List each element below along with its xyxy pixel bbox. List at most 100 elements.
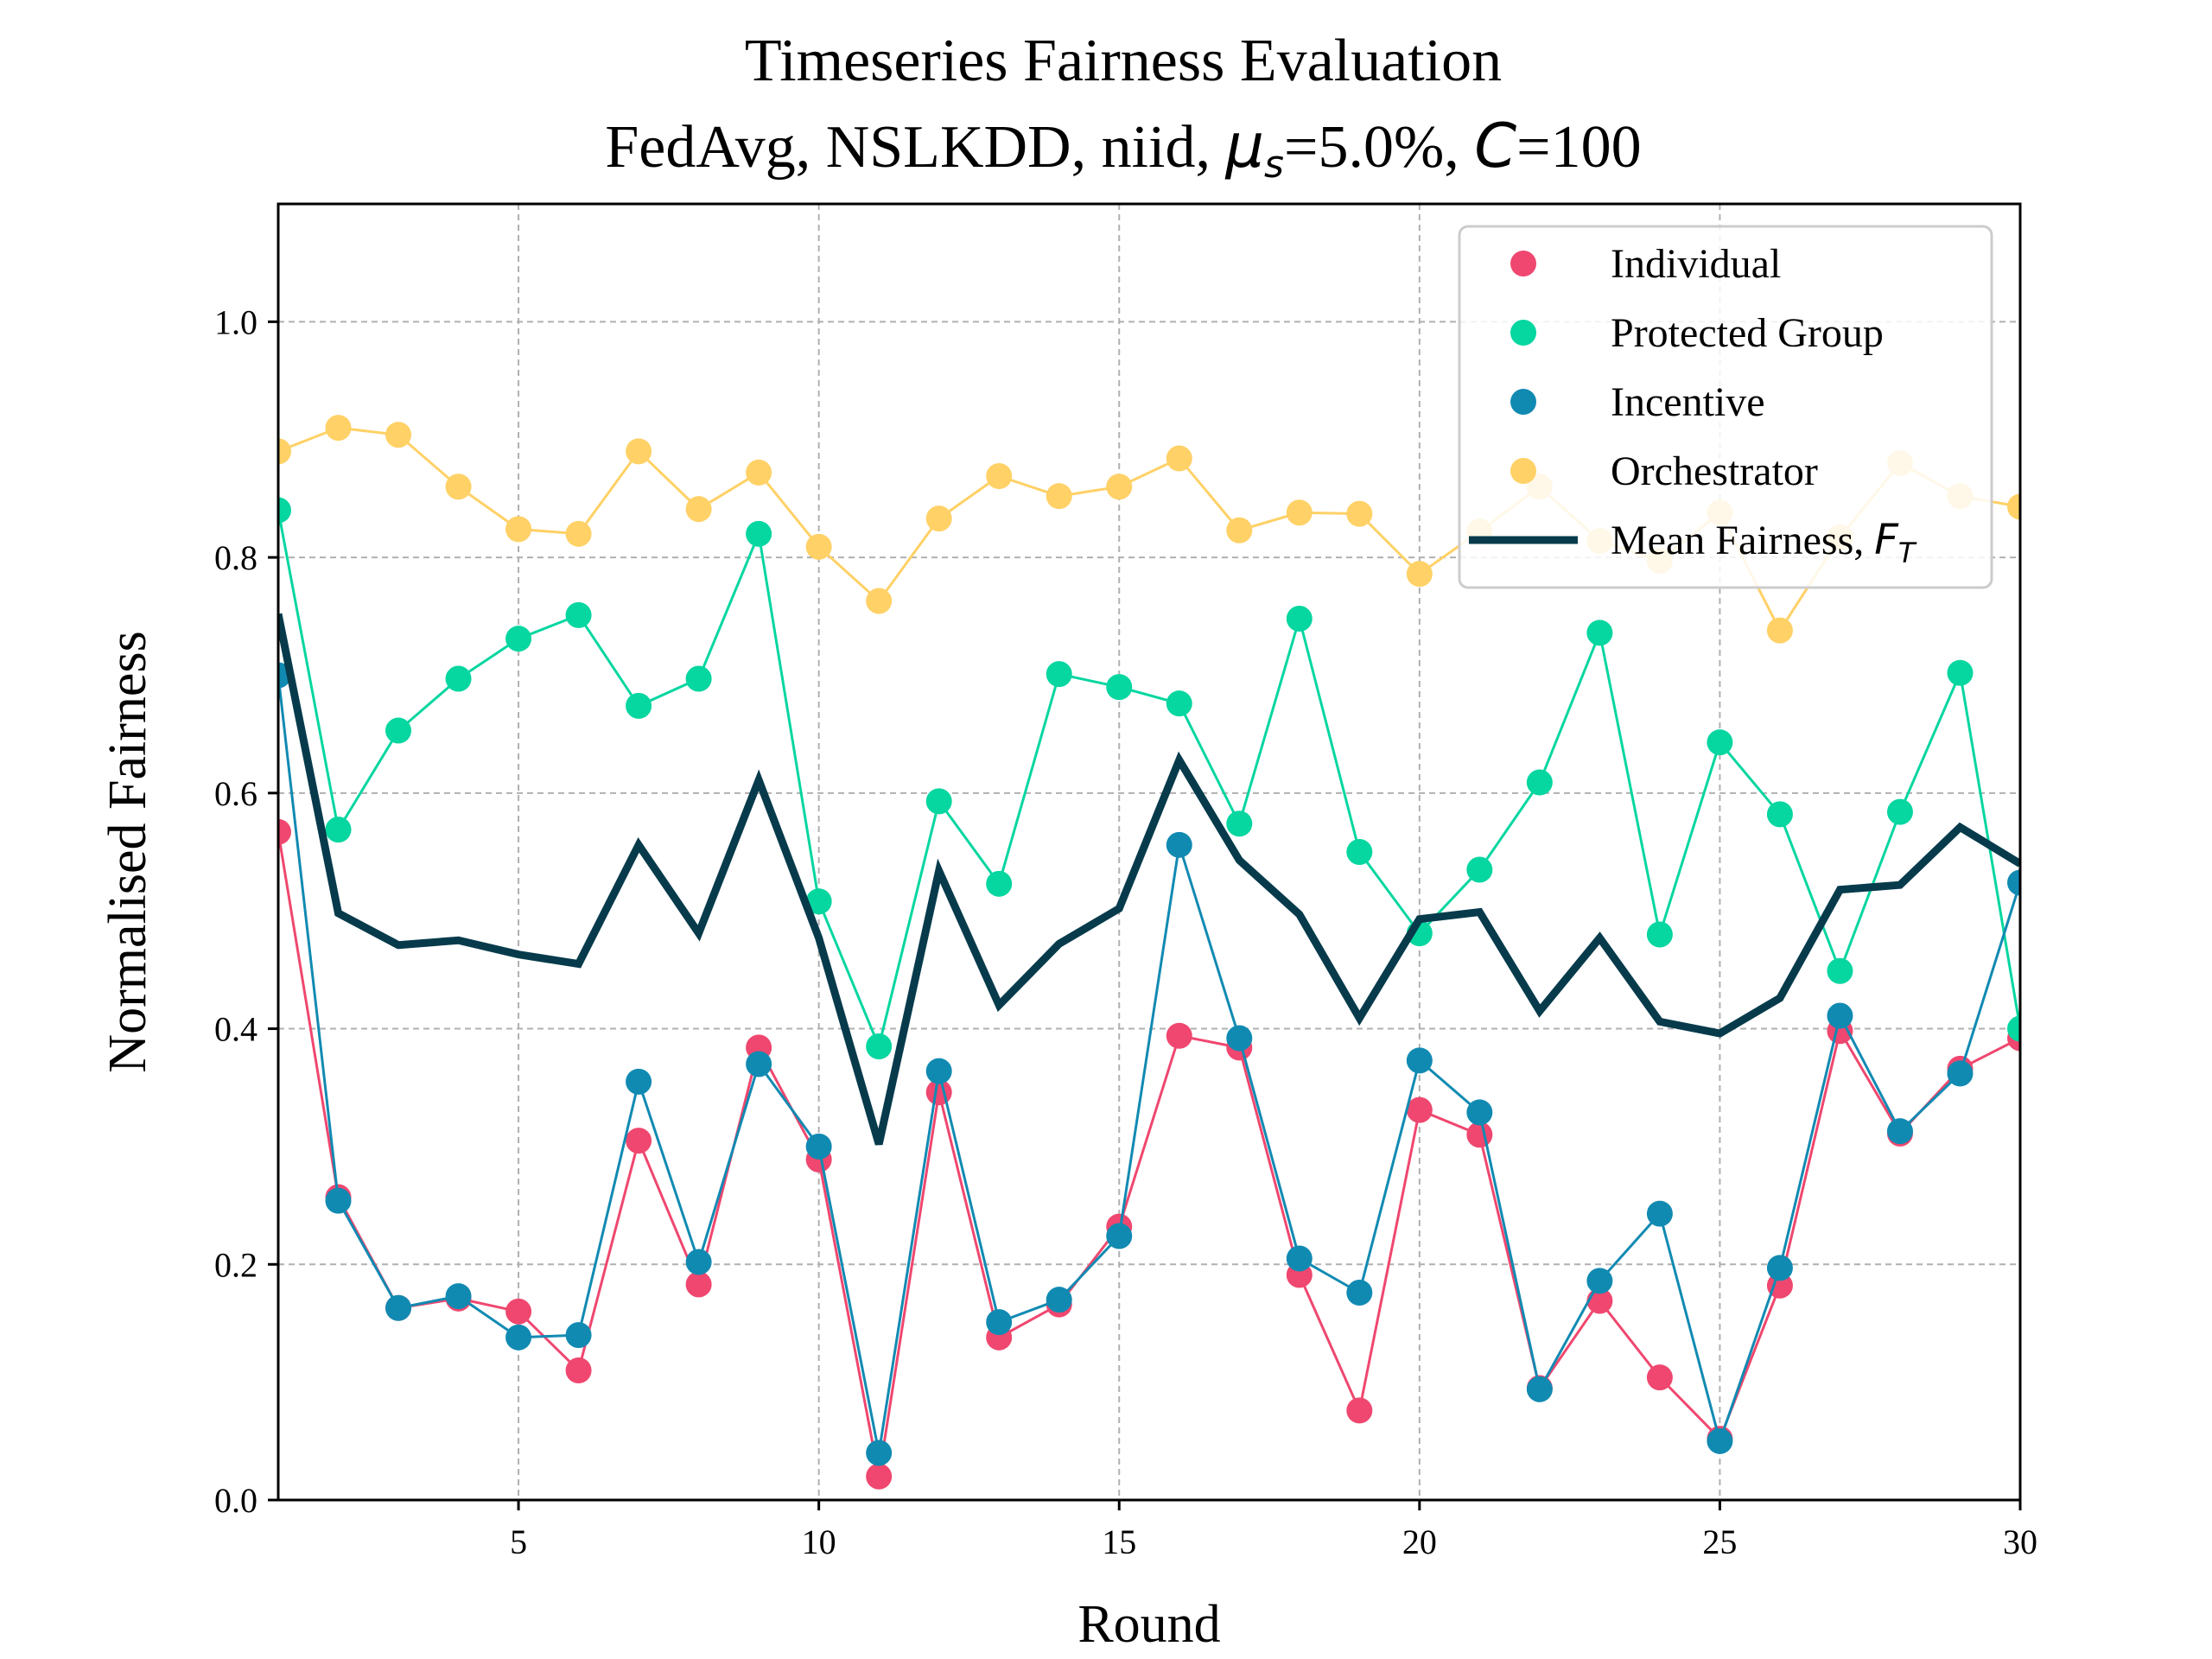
series-incentive xyxy=(278,662,2020,1466)
series-layer xyxy=(278,415,2020,1490)
y-tick-label: 0.8 xyxy=(214,538,257,577)
legend: Individual Protected Group Incentive Orches… xyxy=(1458,225,1993,589)
data-point-individual xyxy=(1406,1096,1433,1123)
legend-item-orchestrator: Orchestrator xyxy=(1510,448,1818,494)
data-point-incentive xyxy=(626,1068,652,1095)
data-point-protected xyxy=(1947,659,1974,686)
x-tick-label: 25 xyxy=(1702,1522,1737,1561)
data-point-protected xyxy=(1827,957,1853,984)
series-mean xyxy=(278,613,2020,1146)
data-point-incentive xyxy=(1286,1245,1313,1272)
y-tick-label: 1.0 xyxy=(214,302,257,341)
y-tick-label: 0.4 xyxy=(214,1010,257,1049)
data-point-protected xyxy=(278,497,291,524)
legend-item-protected: Protected Group xyxy=(1510,310,1884,356)
data-point-orchestrator xyxy=(805,533,832,560)
data-point-individual xyxy=(278,818,291,845)
y-tick-label: 0.0 xyxy=(214,1481,257,1520)
data-point-orchestrator xyxy=(1106,474,1133,500)
data-point-protected xyxy=(1526,769,1553,796)
data-point-incentive xyxy=(746,1051,772,1077)
data-point-individual xyxy=(1646,1364,1673,1391)
data-point-orchestrator xyxy=(385,422,412,448)
plot-frame xyxy=(276,202,2022,1502)
data-point-orchestrator xyxy=(278,438,291,465)
series-line-individual xyxy=(278,831,2020,1478)
data-point-orchestrator xyxy=(505,516,532,543)
data-point-incentive xyxy=(1766,1255,1793,1281)
data-point-incentive xyxy=(1226,1025,1253,1052)
data-point-protected xyxy=(746,520,772,547)
legend-label-incentive: Incentive xyxy=(1611,379,1765,425)
data-point-individual xyxy=(866,1463,893,1490)
data-point-protected xyxy=(866,1033,893,1059)
legend-label-individual: Individual xyxy=(1611,241,1781,287)
data-point-incentive xyxy=(1406,1047,1433,1074)
x-tick-label: 5 xyxy=(510,1522,527,1561)
data-point-incentive xyxy=(1827,1002,1853,1029)
data-point-incentive xyxy=(1526,1376,1553,1402)
data-point-protected xyxy=(986,870,1013,897)
data-point-incentive xyxy=(325,1187,352,1214)
data-point-protected xyxy=(1707,729,1733,756)
x-tick-label: 10 xyxy=(802,1522,836,1561)
data-point-protected xyxy=(1046,661,1072,688)
x-tick-label: 30 xyxy=(2003,1522,2037,1561)
legend-label-orchestrator: Orchestrator xyxy=(1611,448,1818,494)
data-point-incentive xyxy=(1586,1268,1613,1294)
data-point-orchestrator xyxy=(986,463,1013,489)
data-point-protected xyxy=(385,717,412,744)
data-point-protected xyxy=(1166,690,1192,717)
data-point-orchestrator xyxy=(626,438,652,465)
data-point-orchestrator xyxy=(746,459,772,486)
data-point-individual xyxy=(1346,1397,1373,1424)
legend-swatch-incentive xyxy=(1510,389,1536,415)
chart-title-line1: Timeseries Fairness Evaluation xyxy=(745,28,1502,94)
data-point-protected xyxy=(445,665,472,692)
series-protected xyxy=(278,497,2020,1059)
data-point-protected xyxy=(925,788,952,815)
data-point-incentive xyxy=(1346,1280,1373,1306)
y-tick-label: 0.2 xyxy=(214,1245,257,1284)
data-point-incentive xyxy=(1646,1200,1673,1227)
data-point-individual xyxy=(505,1298,532,1325)
data-point-orchestrator xyxy=(325,415,352,442)
data-point-protected xyxy=(1466,856,1493,883)
data-point-orchestrator xyxy=(685,496,712,523)
series-line-mean xyxy=(278,613,2020,1146)
x-axis-label: Round xyxy=(1077,1595,1220,1654)
data-point-protected xyxy=(325,817,352,843)
data-point-protected xyxy=(1106,674,1133,701)
data-point-incentive xyxy=(445,1283,472,1310)
legend-swatch-individual xyxy=(1510,251,1536,276)
data-point-orchestrator xyxy=(1766,617,1793,644)
data-point-protected xyxy=(805,888,832,915)
data-point-individual xyxy=(1166,1022,1192,1049)
data-point-orchestrator xyxy=(565,520,592,547)
data-point-incentive xyxy=(385,1294,412,1321)
data-point-incentive xyxy=(1106,1223,1133,1249)
data-point-incentive xyxy=(1466,1099,1493,1126)
data-point-incentive xyxy=(866,1440,893,1466)
data-point-protected xyxy=(1586,620,1613,646)
data-point-protected xyxy=(1226,810,1253,837)
legend-item-incentive: Incentive xyxy=(1510,379,1765,425)
legend-swatch-orchestrator xyxy=(1510,458,1536,484)
data-point-protected xyxy=(626,692,652,719)
data-point-individual xyxy=(626,1128,652,1154)
data-point-protected xyxy=(1286,606,1313,632)
data-point-protected xyxy=(1646,921,1673,948)
data-point-orchestrator xyxy=(1346,500,1373,527)
data-point-incentive xyxy=(565,1322,592,1349)
data-point-protected xyxy=(1346,839,1373,865)
chart-title-line2: FedAvg, NSLKDD, niid, μs=5.0%, C=100 xyxy=(605,111,1641,187)
data-point-incentive xyxy=(805,1133,832,1160)
legend-label-protected: Protected Group xyxy=(1611,310,1884,356)
data-point-incentive xyxy=(925,1058,952,1084)
data-point-incentive xyxy=(2007,869,2020,896)
data-point-orchestrator xyxy=(866,588,893,614)
x-tick-label: 15 xyxy=(1102,1522,1136,1561)
data-point-incentive xyxy=(685,1249,712,1275)
data-point-protected xyxy=(1886,798,1913,825)
